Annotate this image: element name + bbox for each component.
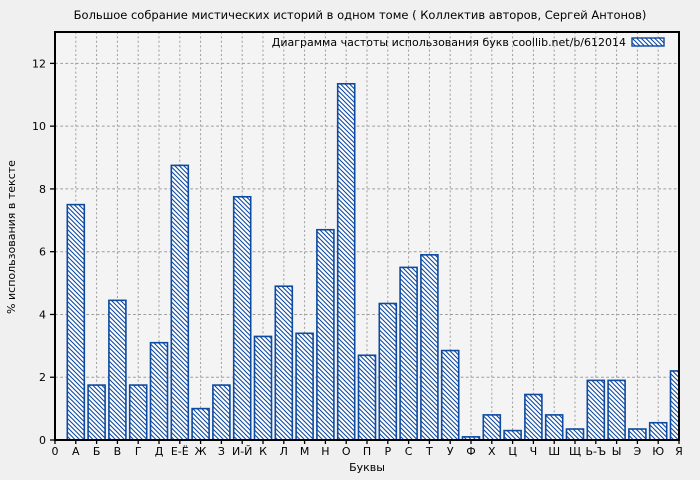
x-tick-label: К [259,445,267,458]
x-tick-label: Е-Ё [171,445,189,458]
x-tick-label: Щ [569,445,581,458]
bar-Ь-Ъ [586,379,606,440]
bar-И-Й [232,195,252,440]
bar-Ю [648,421,668,440]
bar-З [212,384,231,440]
bar-Б [87,384,106,440]
bar-Ч [524,393,543,440]
bar-А [66,203,86,440]
chart-title: Большое собрание мистических историй в о… [74,8,647,22]
legend-swatch-icon [631,37,665,47]
x-tick-label: В [114,445,122,458]
y-tick-label: 10 [32,120,46,133]
bar-П [357,354,377,440]
bar-Х [482,414,502,440]
axis-ticks [50,62,680,444]
x-tick-label: Т [425,445,433,458]
x-axis-label: Буквы [349,461,385,474]
y-axis-label: % использования в тексте [5,160,18,314]
x-tick-label: П [363,445,371,458]
x-tick-labels: 0 А Б В Г Д Е-Ё Ж З И-Й К Л М Н О П Р С Т У Ф Х Ц Ч Ш Щ Ь-Ъ Ы Э Ю Я [52,445,683,458]
bar-Г [128,384,148,440]
x-tick-label: Д [155,445,164,458]
bar-Э [628,428,647,440]
bar-Е-Ё [170,164,190,440]
x-tick-label: Ж [195,445,207,458]
bar-О [336,82,356,440]
x-tick-label: Ц [508,445,517,458]
bar-У [440,349,460,440]
bar-Ж [191,407,210,440]
x-tick-label: Ю [652,445,664,458]
x-tick-label: Р [384,445,391,458]
bar-М [295,332,314,440]
bar-Щ [565,428,585,440]
bar-Я [669,370,679,440]
x-tick-label: Ш [548,445,560,458]
y-tick-label: 2 [39,371,46,384]
bar-Ф [461,436,481,440]
x-tick-label: Я [675,445,683,458]
x-tick-label: Ч [530,445,538,458]
x-tick-label: Ь-Ъ [585,445,606,458]
bar-Ы [607,379,626,440]
x-tick-label: Э [634,445,642,458]
y-tick-labels: 0 2 4 6 8 10 12 [32,57,46,447]
x-tick-label: Н [321,445,329,458]
x-tick-label: А [72,445,80,458]
bar-Л [274,285,294,440]
x-tick-label: Б [93,445,101,458]
x-tick-label: И-Й [232,445,252,458]
bar-Н [316,228,335,440]
y-tick-label: 12 [32,57,46,70]
bar-Ш [544,414,564,440]
x-tick-label: Ф [466,445,475,458]
x-tick-label: Ы [612,445,622,458]
legend-label: Диаграмма частоты использования букв coo… [272,36,626,49]
x-tick-label: Л [280,445,288,458]
y-tick-label: 8 [39,183,46,196]
bar-В [108,299,127,440]
bar-Р [378,302,398,440]
x-tick-label: М [300,445,310,458]
x-tick-label: З [218,445,225,458]
x-tick-label: О [342,445,351,458]
bar-Ц [503,429,522,440]
y-tick-label: 4 [39,308,46,321]
x-tick-label-origin: 0 [52,445,59,458]
bar-Т [420,254,439,440]
y-tick-label: 6 [39,246,46,259]
x-tick-label: Х [488,445,496,458]
bar-Д [149,341,169,440]
bar-К [253,335,273,440]
x-tick-label: У [447,445,454,458]
bar-С [399,266,418,440]
x-tick-label: С [405,445,413,458]
y-tick-label: 0 [39,434,46,447]
x-tick-label: Г [135,445,142,458]
